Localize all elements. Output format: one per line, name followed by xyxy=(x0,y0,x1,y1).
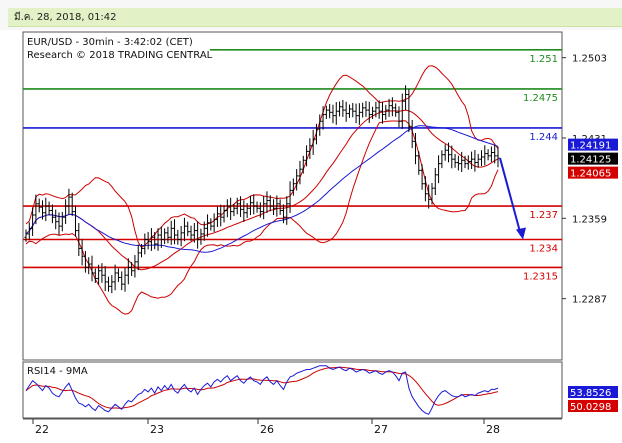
time-tick-label: 22 xyxy=(35,423,49,436)
rsi-tag-box xyxy=(568,386,618,398)
rsi-plot-frame xyxy=(22,361,563,419)
level-label: 1.2475 xyxy=(523,93,558,104)
moving-average-line xyxy=(25,125,499,253)
price-tag-box xyxy=(568,152,618,165)
rsi-tag-box xyxy=(568,400,618,412)
price-tick-label: 1.2359 xyxy=(572,214,607,225)
level-label: 1.234 xyxy=(529,244,558,255)
price-tag-label: 1.24065 xyxy=(570,169,611,180)
symbol-title: EUR/USD - 30min - 3:42:02 (CET) xyxy=(27,37,193,48)
price-tick-label: 1.2287 xyxy=(572,295,607,306)
time-tick-label: 26 xyxy=(260,423,274,436)
price-tick-label: 1.2503 xyxy=(572,54,607,65)
indicator-layer xyxy=(25,65,499,315)
date-label: มี.ค. 28, 2018, 01:42 xyxy=(14,12,117,23)
price-tag-label: 1.24125 xyxy=(570,155,611,166)
price-tag-box xyxy=(568,166,618,179)
level-label: 1.237 xyxy=(529,210,558,221)
rsi-ma-line xyxy=(25,366,499,409)
rsi-label: RSI14 - 9MA xyxy=(27,366,88,377)
time-tick-label: 28 xyxy=(486,423,500,436)
level-label: 1.244 xyxy=(529,132,558,143)
bollinger-middle-line xyxy=(25,109,499,271)
levels-layer: 1.251 1.2475 1.244 1.237 1.234 1.2315 xyxy=(23,49,562,282)
level-label: 1.2315 xyxy=(523,271,558,282)
price-tag-label: 1.24191 xyxy=(570,141,611,152)
rsi-line xyxy=(25,365,499,415)
rsi-tag-label: 53.8526 xyxy=(570,388,611,399)
bollinger-lower-line xyxy=(25,120,499,315)
time-tick-label: 27 xyxy=(374,423,388,436)
date-bar: มี.ค. 28, 2018, 01:42 xyxy=(8,8,622,27)
projection-layer xyxy=(499,157,526,240)
candles-layer xyxy=(24,85,500,294)
research-subtitle: Research © 2018 TRADING CENTRAL xyxy=(27,50,213,61)
projection-arrow-shaft xyxy=(499,157,522,236)
time-axis: 22 23 26 27 28 xyxy=(32,419,500,436)
price-tags: 1.24191 1.24125 1.24065 xyxy=(568,138,618,180)
bollinger-upper-line xyxy=(25,65,499,249)
level-label: 1.251 xyxy=(529,54,558,65)
main-plot-frame xyxy=(22,31,563,361)
price-tag-box xyxy=(568,138,618,151)
projection-arrow-head xyxy=(516,227,526,240)
time-tick-label: 23 xyxy=(150,423,164,436)
rsi-tag-label: 50.0298 xyxy=(570,402,611,413)
